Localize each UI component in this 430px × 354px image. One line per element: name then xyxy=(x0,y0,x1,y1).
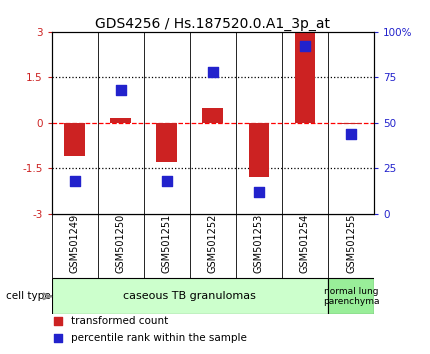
Text: GSM501249: GSM501249 xyxy=(70,213,80,273)
Point xyxy=(117,87,124,93)
Text: normal lung
parenchyma: normal lung parenchyma xyxy=(323,287,379,306)
Point xyxy=(55,319,61,324)
Bar xyxy=(341,123,362,124)
Text: GSM501252: GSM501252 xyxy=(208,213,218,273)
Text: GSM501250: GSM501250 xyxy=(116,213,126,273)
Text: GSM501254: GSM501254 xyxy=(300,213,310,273)
Text: percentile rank within the sample: percentile rank within the sample xyxy=(71,332,247,343)
Bar xyxy=(111,118,131,123)
Title: GDS4256 / Hs.187520.0.A1_3p_at: GDS4256 / Hs.187520.0.A1_3p_at xyxy=(95,17,330,31)
Bar xyxy=(203,108,223,123)
Bar xyxy=(249,123,269,177)
Bar xyxy=(328,279,374,314)
Point xyxy=(347,131,354,136)
Point xyxy=(71,178,78,184)
Point xyxy=(163,178,170,184)
Text: GSM501251: GSM501251 xyxy=(162,213,172,273)
Bar xyxy=(52,279,328,314)
Point xyxy=(209,69,216,75)
Point xyxy=(301,44,308,49)
Text: GSM501253: GSM501253 xyxy=(254,213,264,273)
Text: cell type: cell type xyxy=(6,291,51,301)
Text: GSM501255: GSM501255 xyxy=(346,213,356,273)
Point xyxy=(55,335,61,341)
Bar xyxy=(157,123,177,162)
Text: caseous TB granulomas: caseous TB granulomas xyxy=(123,291,256,301)
Bar xyxy=(295,33,315,123)
Text: transformed count: transformed count xyxy=(71,316,168,326)
Point xyxy=(255,189,262,195)
Bar xyxy=(64,123,85,156)
